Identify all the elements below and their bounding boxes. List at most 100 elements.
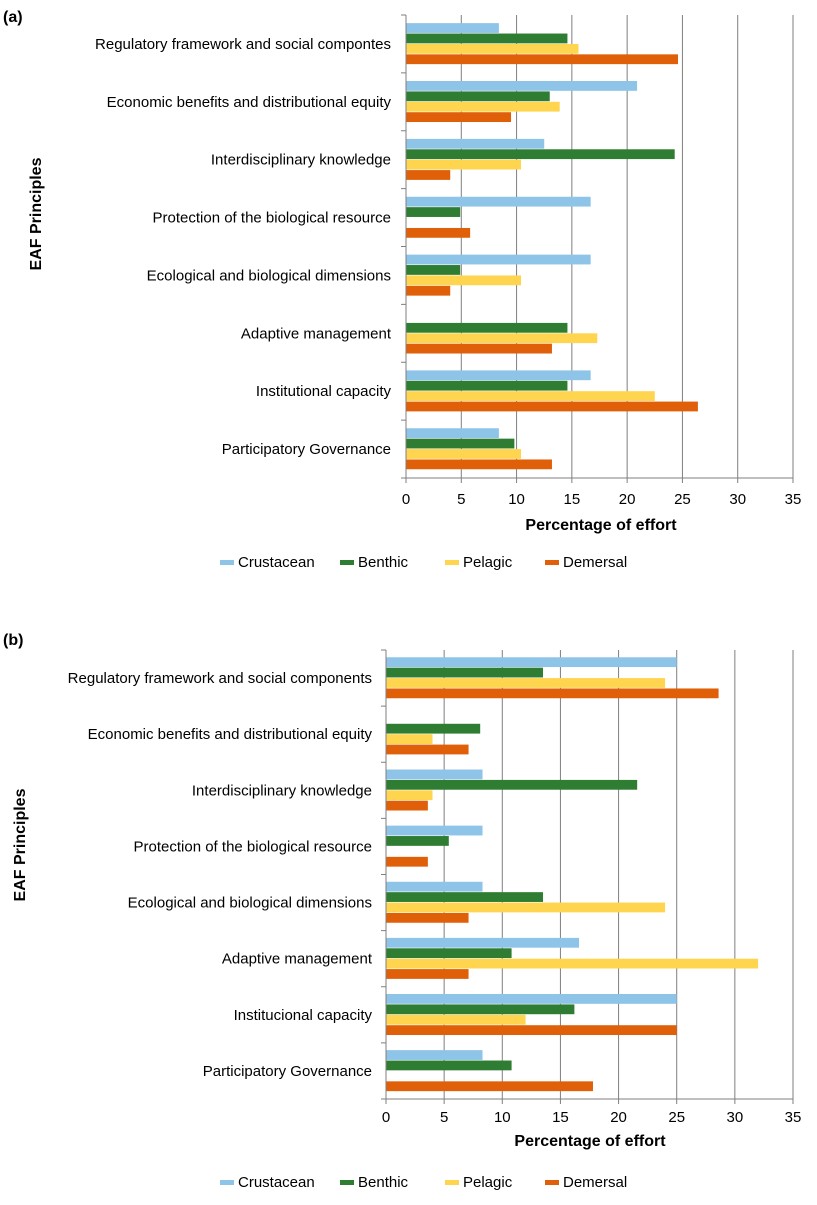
panel-b-axis — [381, 649, 794, 1104]
panel-b-legend: Crustacean Benthic Pelagic Demersal — [220, 1174, 627, 1191]
category-label: Participatory Governance — [203, 1063, 372, 1080]
bar-pelagic — [386, 958, 759, 969]
category-label: Adaptive management — [241, 325, 392, 342]
bar-demersal — [386, 688, 719, 699]
panel-a-label: (a) — [3, 9, 23, 26]
bar-benthic — [386, 723, 481, 734]
panel-a-category-labels: Regulatory framework and social componte… — [95, 36, 392, 458]
bar-benthic — [386, 667, 543, 678]
panel-a-bars — [406, 23, 698, 470]
bar-demersal — [406, 459, 552, 470]
panel-b-xlabel: Percentage of effort — [514, 1133, 666, 1150]
panel-b-category-labels: Regulatory framework and social componen… — [68, 670, 373, 1080]
bar-pelagic — [386, 1014, 526, 1025]
bar-crustacean — [386, 994, 677, 1004]
bar-benthic — [406, 91, 550, 102]
category-label: Adaptive management — [222, 951, 373, 968]
bar-demersal — [386, 912, 469, 923]
x-tick-label-20: 20 — [619, 491, 636, 508]
bar-pelagic — [386, 902, 666, 913]
bar-demersal — [406, 54, 679, 65]
panel-a-ylabel: EAF Principles — [28, 157, 45, 270]
category-label: Institutional capacity — [256, 383, 392, 400]
bar-benthic — [386, 1060, 512, 1071]
bar-crustacean — [406, 196, 591, 207]
bar-pelagic — [406, 101, 560, 112]
category-label: Interdisciplinary knowledge — [192, 782, 372, 799]
bar-demersal — [406, 227, 471, 238]
category-label: Protection of the biological resource — [134, 838, 372, 855]
x-tick-label-35: 35 — [785, 491, 802, 508]
bar-benthic — [406, 438, 515, 449]
bar-demersal — [406, 343, 552, 354]
category-label: Economic benefits and distributional equ… — [88, 726, 373, 743]
bar-benthic — [406, 207, 461, 217]
panel-b-tick-labels: 0 5 10 15 20 25 30 35 — [382, 1109, 802, 1126]
bar-benthic — [386, 1004, 575, 1015]
legend-label-demersal: Demersal — [563, 1174, 627, 1191]
panel-b-bars — [386, 657, 759, 1092]
panel-a: (a) EAF Principles Percentage of effort … — [3, 9, 801, 571]
bar-pelagic — [386, 790, 433, 801]
panel-a-tick-labels: 0 5 10 15 20 25 30 35 — [402, 491, 802, 508]
category-label: Regulatory framework and social componte… — [95, 36, 391, 53]
legend-swatch-pelagic — [445, 560, 459, 565]
bar-demersal — [386, 856, 428, 867]
legend-label-demersal: Demersal — [563, 554, 627, 571]
x-tick-label-10: 10 — [494, 1109, 511, 1126]
bar-benthic — [406, 265, 461, 275]
legend-label-pelagic: Pelagic — [463, 554, 513, 571]
legend-swatch-demersal — [545, 560, 559, 565]
bar-benthic — [386, 836, 449, 846]
bar-pelagic — [406, 333, 598, 344]
legend-swatch-demersal — [545, 1180, 559, 1185]
panel-b: (b) EAF Principles Percentage of effort … — [3, 632, 801, 1191]
legend-label-benthic: Benthic — [358, 554, 409, 571]
x-tick-label-30: 30 — [729, 491, 746, 508]
bar-demersal — [406, 170, 451, 180]
x-tick-label-10: 10 — [508, 491, 525, 508]
bar-crustacean — [386, 657, 677, 668]
bar-crustacean — [406, 370, 591, 381]
bar-crustacean — [406, 428, 499, 439]
bar-crustacean — [386, 1050, 483, 1060]
legend-swatch-crustacean — [220, 560, 234, 565]
legend-swatch-pelagic — [445, 1180, 459, 1185]
bar-crustacean — [406, 23, 499, 33]
panel-a-xlabel: Percentage of effort — [525, 517, 677, 534]
x-tick-label-20: 20 — [610, 1109, 627, 1126]
x-tick-label-0: 0 — [402, 491, 410, 508]
category-label: Interdisciplinary knowledge — [211, 152, 391, 169]
bar-demersal — [406, 285, 451, 296]
panel-b-label: (b) — [3, 632, 23, 649]
x-tick-label-25: 25 — [674, 491, 691, 508]
bar-benthic — [406, 149, 675, 160]
panel-a-axis — [401, 14, 794, 483]
legend-label-crustacean: Crustacean — [238, 1174, 315, 1191]
bar-demersal — [386, 1081, 593, 1092]
bar-demersal — [406, 401, 698, 412]
category-label: Protection of the biological resource — [153, 210, 391, 227]
category-label: Institucional capacity — [234, 1007, 373, 1024]
bar-benthic — [386, 779, 638, 790]
x-tick-label-15: 15 — [564, 491, 581, 508]
category-label: Economic benefits and distributional equ… — [107, 94, 392, 111]
panel-a-legend: Crustacean Benthic Pelagic Demersal — [220, 554, 627, 571]
bar-demersal — [406, 112, 512, 123]
bar-crustacean — [406, 138, 545, 149]
legend-swatch-benthic — [340, 560, 354, 565]
bar-crustacean — [386, 881, 483, 892]
bar-crustacean — [406, 254, 591, 265]
x-tick-label-35: 35 — [785, 1109, 802, 1126]
category-label: Ecological and biological dimensions — [128, 895, 372, 912]
bar-pelagic — [406, 43, 579, 54]
bar-pelagic — [406, 449, 521, 459]
bar-pelagic — [386, 734, 433, 744]
bar-pelagic — [386, 678, 666, 688]
bar-crustacean — [386, 769, 483, 780]
bar-benthic — [406, 322, 568, 333]
bar-demersal — [386, 969, 469, 979]
legend-label-pelagic: Pelagic — [463, 1174, 513, 1191]
legend-swatch-benthic — [340, 1180, 354, 1185]
